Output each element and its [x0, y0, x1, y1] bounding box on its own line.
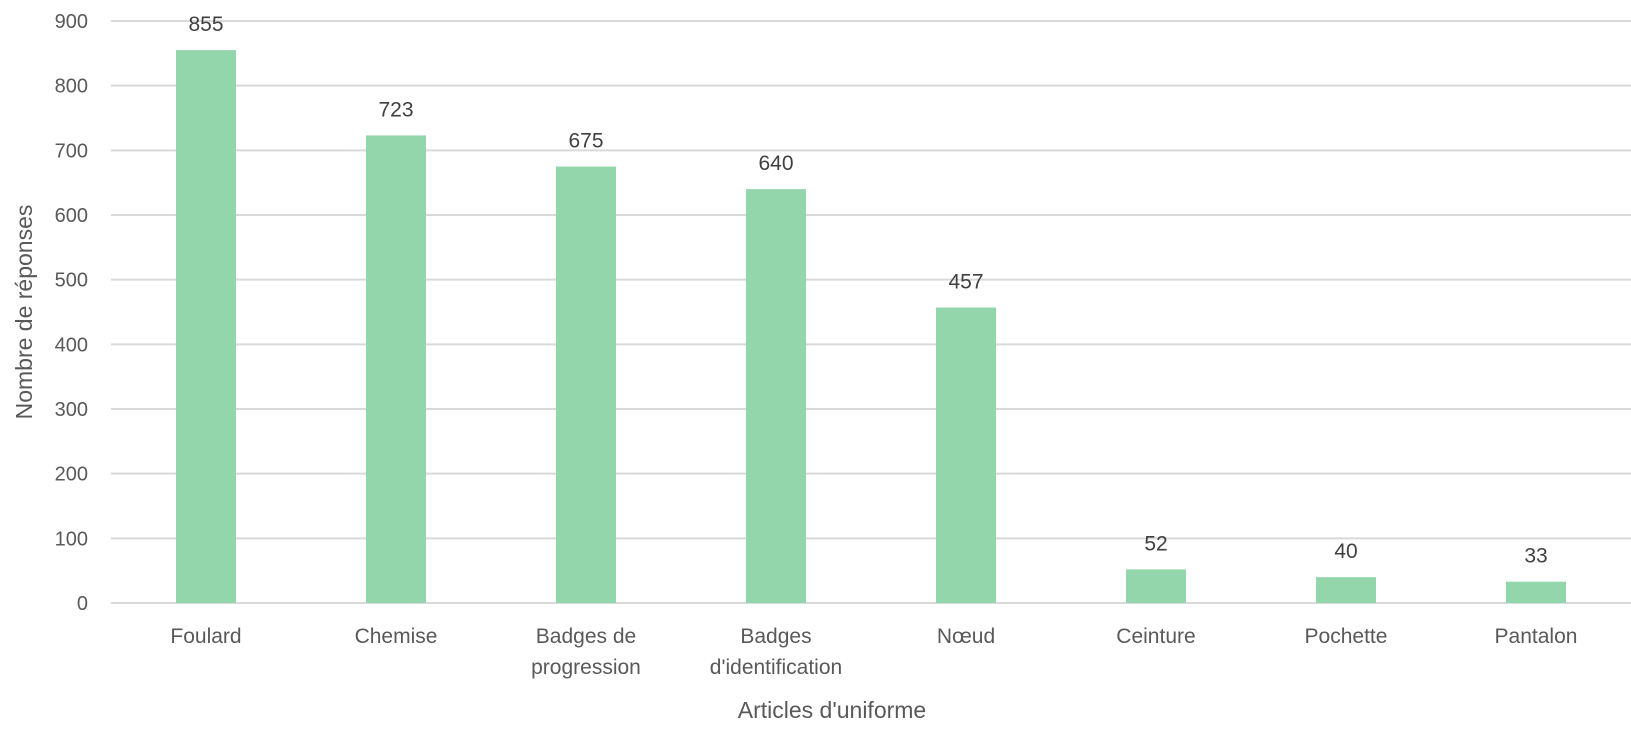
- data-label: 33: [1524, 545, 1547, 568]
- category-label: Ceinture: [1116, 625, 1195, 648]
- y-axis-ticks: 0 100 200 300 400 500 600 700 800 900: [55, 11, 88, 615]
- data-label: 675: [568, 130, 603, 153]
- category-label: Pochette: [1305, 625, 1388, 648]
- category-label: Nœud: [937, 625, 995, 648]
- data-label: 52: [1144, 532, 1167, 555]
- bar: [746, 189, 806, 603]
- y-tick-label: 500: [55, 270, 88, 292]
- y-tick-label: 800: [55, 76, 88, 98]
- y-tick-label: 700: [55, 140, 88, 162]
- bar: [1316, 577, 1376, 603]
- category-label: progression: [531, 656, 641, 679]
- bar: [1126, 569, 1186, 603]
- category-label: Pantalon: [1495, 625, 1578, 648]
- y-tick-label: 200: [55, 464, 88, 486]
- y-tick-label: 600: [55, 205, 88, 227]
- bar: [1506, 581, 1566, 603]
- y-axis-title: Nombre de réponses: [11, 205, 37, 420]
- category-label: Badges: [740, 625, 811, 648]
- bars: [176, 50, 1566, 604]
- y-tick-label: 900: [55, 11, 88, 33]
- data-label: 640: [758, 152, 793, 175]
- bar: [556, 166, 616, 603]
- bar: [936, 307, 996, 603]
- bar: [366, 135, 426, 603]
- data-label: 457: [948, 270, 983, 293]
- category-label: Chemise: [355, 625, 438, 648]
- category-labels: Foulard Chemise Badges de progression Badges…: [170, 625, 1577, 679]
- data-labels: 855 723 675 640 457 52 40 33: [188, 13, 1547, 568]
- category-label: Badges de: [536, 625, 636, 648]
- category-label: d'identification: [710, 656, 842, 679]
- y-tick-label: 400: [55, 334, 88, 356]
- data-label: 40: [1334, 540, 1357, 563]
- y-tick-label: 100: [55, 528, 88, 550]
- y-tick-label: 0: [77, 593, 88, 615]
- y-tick-label: 300: [55, 399, 88, 421]
- category-label: Foulard: [170, 625, 241, 648]
- data-label: 723: [378, 98, 413, 121]
- x-axis-title: Articles d'uniforme: [738, 697, 926, 723]
- bar: [176, 50, 236, 604]
- gridlines: [111, 20, 1631, 604]
- data-label: 855: [188, 13, 223, 36]
